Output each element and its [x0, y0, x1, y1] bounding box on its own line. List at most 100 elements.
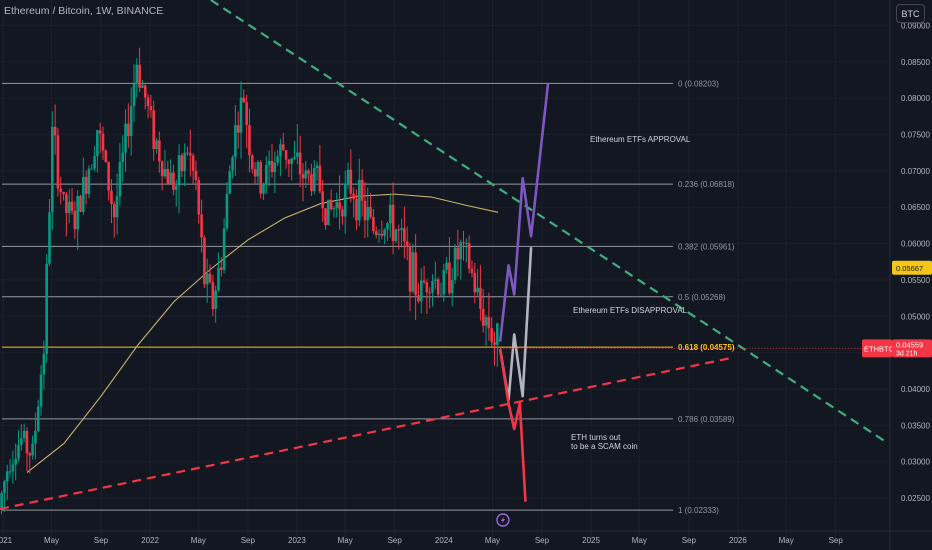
y-tick-label: 0.09000 — [901, 21, 930, 30]
candle-body — [110, 190, 113, 205]
fib-level-label: 0.5 (0.05268) — [678, 293, 726, 302]
candle-body — [417, 295, 420, 302]
candle-body — [112, 204, 116, 218]
candle-body — [374, 231, 378, 236]
candle-body — [132, 83, 136, 107]
candle-body — [484, 317, 488, 326]
candle-body — [436, 279, 440, 295]
candle-body — [465, 243, 468, 245]
candle-body — [434, 279, 437, 281]
candle-body — [279, 144, 282, 157]
candle-body — [281, 144, 285, 151]
candle-body — [310, 174, 313, 192]
x-tick-label: Sep — [241, 536, 256, 545]
currency-button[interactable]: BTC — [896, 4, 925, 23]
candle-body — [93, 156, 96, 169]
candle-body — [327, 199, 330, 226]
candle-body — [496, 323, 499, 345]
candle-body — [87, 168, 91, 194]
candle-body — [0, 493, 3, 509]
candle-body — [28, 453, 32, 456]
candle-body — [476, 287, 479, 293]
candle-body — [174, 185, 178, 190]
candle-body — [490, 328, 493, 343]
candle-body — [332, 207, 336, 210]
x-tick-label: 2024 — [435, 536, 453, 545]
candle-body — [242, 97, 246, 103]
candle-body — [141, 85, 144, 88]
candle-body — [104, 150, 108, 163]
candle-body — [45, 263, 48, 354]
candle-body — [315, 165, 319, 169]
candle-body — [183, 152, 186, 172]
candle-body — [298, 152, 302, 175]
candle-body — [284, 150, 288, 160]
candle-body — [290, 158, 294, 164]
candle-body — [189, 153, 192, 156]
trend-lines[interactable] — [0, 0, 889, 510]
candle-body — [17, 444, 20, 459]
candle-body — [234, 125, 237, 158]
candles — [0, 47, 499, 515]
x-tick-label: Sep — [388, 536, 403, 545]
candle-body — [211, 282, 215, 309]
candle-body — [293, 156, 296, 159]
candle-body — [155, 140, 158, 149]
candle-body — [459, 242, 462, 260]
candle-body — [59, 188, 63, 192]
candle-body — [208, 273, 212, 283]
scenario-label-line: ETH turns out — [571, 433, 621, 442]
candle-body — [386, 223, 389, 230]
candle-body — [90, 168, 94, 170]
candle-body — [14, 458, 17, 465]
candle-body — [363, 200, 367, 221]
candle-body — [177, 155, 181, 186]
scenario-label: Ethereum ETFs APPROVAL — [590, 135, 691, 144]
scenario-paths[interactable]: Ethereum ETFs APPROVAL Ethereum ETFs DISA… — [498, 83, 691, 502]
candle-body — [127, 123, 130, 137]
candle-body — [467, 243, 471, 269]
candle-body — [225, 193, 229, 229]
candle-body — [341, 209, 344, 217]
y-tick-label: 0.03000 — [901, 458, 930, 467]
candle-body — [321, 191, 324, 209]
candle-body — [62, 191, 65, 195]
candle-body — [67, 201, 71, 214]
candle-body — [48, 212, 51, 264]
candle-body — [394, 229, 398, 242]
fibonacci-retracement[interactable]: 0 (0.08203) 0.236 (0.06818) 0.382 (0.05961… — [2, 79, 735, 515]
x-tick-label: May — [779, 536, 794, 545]
candle-body — [56, 135, 60, 189]
y-tick-label: 0.05000 — [901, 312, 930, 321]
candle-body — [391, 204, 395, 242]
trend-line-support — [0, 357, 730, 510]
candle-body — [262, 184, 265, 194]
x-tick-label: Sep — [94, 536, 109, 545]
scenario-path — [498, 348, 527, 502]
candle-body — [219, 267, 223, 270]
last-price-value: 0.04559 — [896, 340, 923, 349]
candle-body — [172, 172, 175, 190]
candle-body — [307, 170, 310, 175]
scenario-label: ETH turns out to be a SCAM coin — [571, 433, 638, 451]
x-tick-label: Sep — [535, 536, 550, 545]
candle-body — [79, 196, 82, 212]
candle-body — [431, 280, 434, 293]
candle-body — [343, 183, 347, 217]
candle-body — [481, 308, 485, 326]
x-tick-label: May — [44, 536, 59, 545]
candle-body — [115, 196, 119, 218]
candle-body — [121, 152, 125, 163]
candle-body — [36, 406, 40, 431]
candle-body — [98, 130, 102, 134]
x-tick-label: 2021 — [0, 536, 13, 545]
x-tick-label: 2023 — [288, 536, 306, 545]
y-tick-label: 0.07000 — [901, 167, 930, 176]
candle-body — [456, 247, 460, 260]
candle-body — [101, 133, 105, 151]
candle-body — [118, 162, 122, 197]
candle-body — [143, 85, 147, 98]
candle-body — [194, 170, 198, 181]
candle-body — [222, 228, 226, 270]
